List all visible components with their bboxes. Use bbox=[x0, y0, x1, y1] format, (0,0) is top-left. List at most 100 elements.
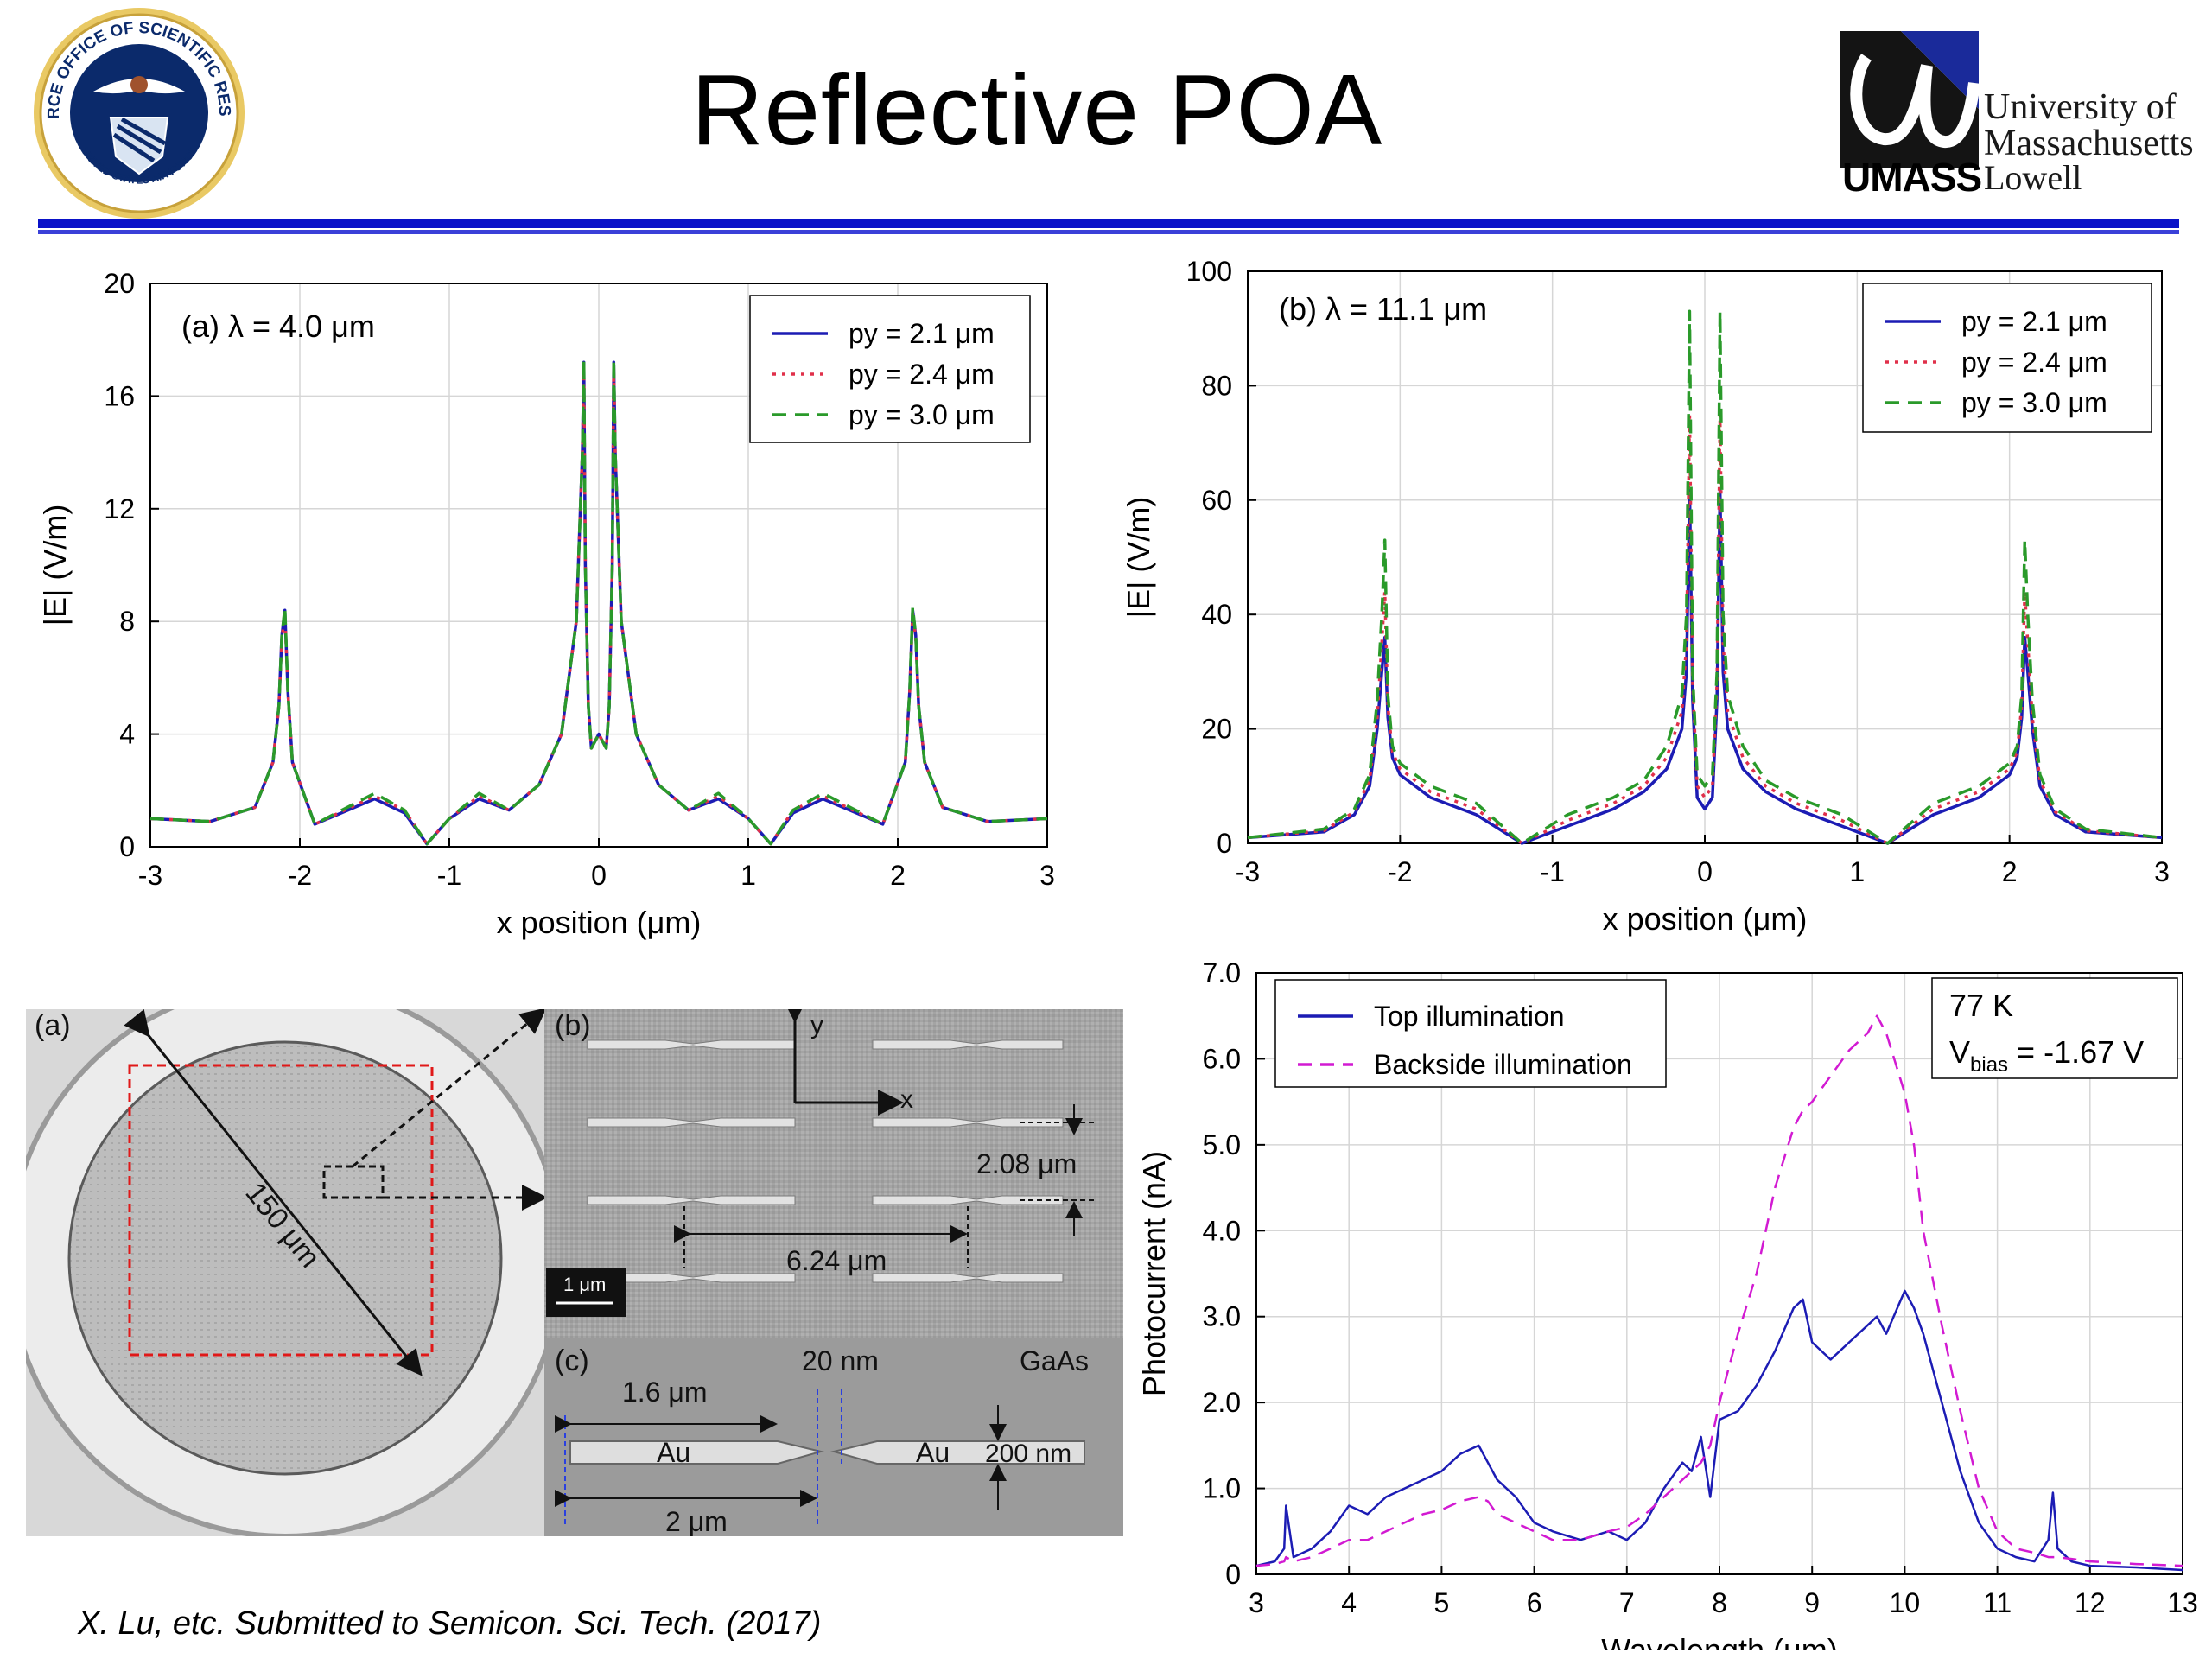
y-tick-label: 0 bbox=[1225, 1559, 1241, 1590]
x-tick-label: 3 bbox=[1039, 860, 1055, 891]
y-tick-label: 80 bbox=[1201, 370, 1232, 401]
condition-bias: Vbias = -1.67 V bbox=[1949, 1034, 2144, 1077]
y-tick-label: 0 bbox=[119, 831, 135, 862]
x-tick-label: 0 bbox=[591, 860, 607, 891]
x-tick-label: -2 bbox=[1388, 856, 1412, 887]
x-tick-label: 1 bbox=[741, 860, 756, 891]
x-tick-label: 3 bbox=[2154, 856, 2170, 887]
y-tick-label: 6.0 bbox=[1203, 1043, 1241, 1074]
x-tick-label: 0 bbox=[1697, 856, 1713, 887]
y-tick-label: 12 bbox=[104, 493, 135, 524]
legend-entry-1: py = 2.1 μm bbox=[1961, 306, 2107, 337]
material-label: GaAs bbox=[1020, 1345, 1089, 1376]
y-tick-label: 4.0 bbox=[1203, 1215, 1241, 1246]
zoom-arrow-top bbox=[352, 1009, 547, 1168]
total-length-label: 2 μm bbox=[665, 1506, 728, 1536]
series-line-1 bbox=[149, 360, 1048, 846]
legend-box bbox=[749, 295, 1031, 443]
y-tick-label: 20 bbox=[104, 268, 135, 299]
x-tick-label: 9 bbox=[1804, 1587, 1820, 1618]
chart-annotation: (b) λ = 11.1 μm bbox=[1279, 291, 1487, 327]
y-tick-label: 7.0 bbox=[1203, 959, 1241, 988]
chart-annotation: (a) λ = 4.0 μm bbox=[181, 308, 375, 344]
condition-temperature: 77 K bbox=[1949, 988, 2013, 1023]
header-divider-thin bbox=[38, 230, 2179, 234]
arm-length-label: 1.6 μm bbox=[622, 1376, 707, 1408]
x-tick-label: 1 bbox=[1849, 856, 1865, 887]
x-tick-label: 10 bbox=[1890, 1587, 1921, 1618]
x-axis-label: x position (μm) bbox=[497, 905, 702, 940]
legend-entry-3: py = 3.0 μm bbox=[849, 399, 995, 430]
header-divider bbox=[38, 219, 2179, 228]
x-tick-label: -1 bbox=[437, 860, 461, 891]
x-tick-label: 11 bbox=[1983, 1587, 2012, 1618]
x-tick-label: -1 bbox=[1540, 856, 1564, 887]
air-force-seal-icon: AIR FORCE OFFICE OF SCIENTIFIC RESEARCH … bbox=[25, 0, 247, 221]
y-tick-label: 2.0 bbox=[1203, 1387, 1241, 1418]
x-axis-label: x position (μm) bbox=[1603, 901, 1808, 937]
legend-entry-3: py = 3.0 μm bbox=[1961, 387, 2107, 418]
chart-field-11um: -3 -2 -1 0 1 2 3 0 20 40 60 80 100 (b) λ = 11.1 μm x… bbox=[1121, 256, 2170, 937]
y-axis-label: Photocurrent (nA) bbox=[1136, 1151, 1172, 1396]
legend-entry-2: Backside illumination bbox=[1374, 1049, 1632, 1080]
y-tick-label: 100 bbox=[1186, 256, 1232, 287]
y-axis-label: |E| (V/m) bbox=[1121, 497, 1156, 619]
university-name-lowell: Lowell bbox=[1984, 158, 2082, 197]
sem-panel-a: (a) 150 μm bbox=[26, 1009, 564, 1536]
x-axis-label: Wavelength (μm) bbox=[1601, 1632, 1837, 1650]
x-tick-label: 3 bbox=[1249, 1587, 1264, 1618]
legend-entry-2: py = 2.4 μm bbox=[849, 359, 995, 390]
y-tick-label: 5.0 bbox=[1203, 1129, 1241, 1160]
slide-title: Reflective POA bbox=[690, 54, 1383, 166]
pitch-y-label: 2.08 μm bbox=[976, 1148, 1077, 1179]
sem-micrograph-panel: (a) 150 μm y x 2.08 μm 6.24 μm 1 μm bbox=[26, 1009, 1123, 1536]
umass-wordmark: UMASS bbox=[1842, 155, 1982, 200]
y-tick-label: 1.0 bbox=[1203, 1473, 1241, 1504]
chart-legend: py = 2.1 μm py = 2.4 μm py = 3.0 μm bbox=[749, 295, 1031, 443]
pitch-x-label: 6.24 μm bbox=[786, 1245, 887, 1276]
legend-entry-2: py = 2.4 μm bbox=[1961, 346, 2107, 378]
x-tick-label: 13 bbox=[2167, 1587, 2198, 1618]
university-name-line2: Massachusetts bbox=[1984, 124, 2194, 163]
axis-y-label: y bbox=[810, 1011, 823, 1039]
y-tick-label: 40 bbox=[1201, 599, 1232, 630]
series-line-3 bbox=[1247, 309, 2163, 845]
sem-label-b: (b) bbox=[555, 1009, 591, 1042]
y-tick-label: 20 bbox=[1201, 714, 1232, 745]
legend-entry-1: py = 2.1 μm bbox=[849, 318, 995, 349]
legend-entry-1: Top illumination bbox=[1374, 1001, 1565, 1032]
metal-left-label: Au bbox=[657, 1437, 690, 1468]
x-tick-label: 8 bbox=[1712, 1587, 1727, 1618]
citation: X. Lu, etc. Submitted to Semicon. Sci. T… bbox=[78, 1605, 822, 1642]
x-tick-label: 6 bbox=[1527, 1587, 1542, 1618]
sem-label-c: (c) bbox=[555, 1344, 589, 1377]
sem-label-a: (a) bbox=[35, 1009, 71, 1042]
y-tick-label: 60 bbox=[1201, 485, 1232, 516]
chart-photocurrent: 3 4 5 6 7 8 9 10 11 12 13 0 1.0 2.0 3.0 4.0 5.0 6.0 7.0 Wa… bbox=[1136, 959, 2198, 1650]
x-tick-label: 7 bbox=[1619, 1587, 1635, 1618]
conditions-box: 77 K Vbias = -1.67 V bbox=[1931, 977, 2178, 1079]
legend-box bbox=[1862, 283, 2152, 433]
scale-bar-label: 1 μm bbox=[563, 1274, 606, 1295]
thickness-label: 200 nm bbox=[985, 1440, 1071, 1468]
metal-right-label: Au bbox=[916, 1437, 950, 1468]
x-tick-label: 2 bbox=[890, 860, 906, 891]
y-tick-label: 0 bbox=[1217, 828, 1232, 859]
sem-panel-b: y x 2.08 μm 6.24 μm 1 μm (b) bbox=[544, 1009, 1123, 1338]
x-tick-label: 5 bbox=[1434, 1587, 1450, 1618]
axis-x-label: x bbox=[900, 1085, 913, 1114]
y-tick-label: 8 bbox=[119, 606, 135, 637]
x-tick-label: 2 bbox=[2002, 856, 2018, 887]
x-tick-label: -3 bbox=[1236, 856, 1260, 887]
gap-label: 20 nm bbox=[802, 1345, 879, 1376]
series-line-1 bbox=[1255, 1289, 2183, 1572]
umass-lowell-logo-icon bbox=[1840, 31, 1980, 168]
x-tick-label: -3 bbox=[138, 860, 162, 891]
x-tick-label: -2 bbox=[288, 860, 312, 891]
y-axis-label: |E| (V/m) bbox=[37, 505, 73, 626]
x-tick-label: 12 bbox=[2075, 1587, 2106, 1618]
y-tick-label: 3.0 bbox=[1203, 1301, 1241, 1332]
y-tick-label: 4 bbox=[119, 719, 135, 750]
sem-panel-c: (c) 1.6 μm 20 nm GaAs Au Au 200 nm 2 μm bbox=[544, 1338, 1123, 1536]
